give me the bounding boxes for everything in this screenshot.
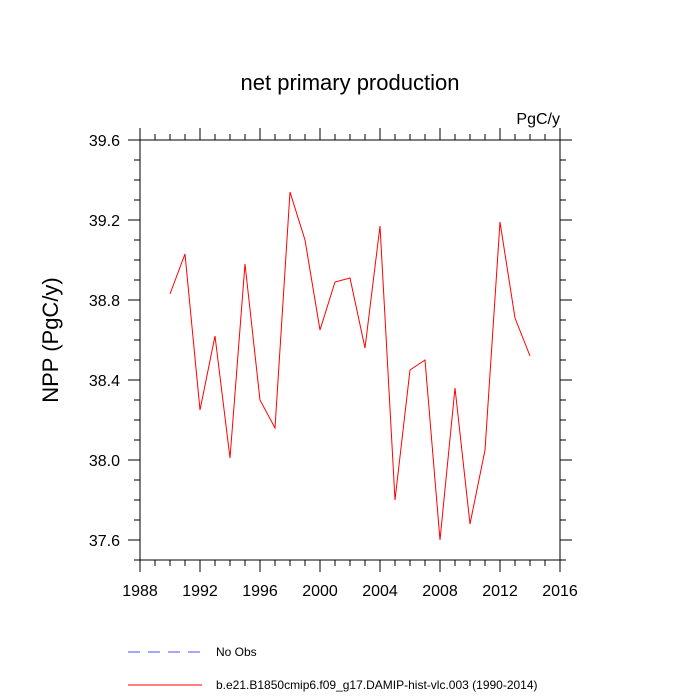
- x-tick-label: 2016: [542, 583, 578, 600]
- plot-frame: [139, 139, 561, 561]
- y-tick-label: 37.6: [89, 533, 120, 550]
- y-axis-label: NPP (PgC/y): [38, 277, 63, 403]
- y-tick-label: 38.8: [89, 293, 120, 310]
- legend-label-model-run: b.e21.B1850cmip6.f09_g17.DAMIP-hist-vlc.…: [216, 678, 538, 692]
- x-tick-label: 1992: [182, 583, 218, 600]
- chart-title: net primary production: [241, 70, 460, 95]
- units-label: PgC/y: [516, 111, 560, 128]
- x-tick-label: 2008: [422, 583, 458, 600]
- x-axis: 1988 1992 1996 2000 2004 2008 2012 2016: [122, 128, 578, 600]
- legend: No Obs b.e21.B1850cmip6.f09_g17.DAMIP-hi…: [128, 645, 538, 692]
- y-tick-label: 39.6: [89, 133, 120, 150]
- y-tick-label: 39.2: [89, 213, 120, 230]
- x-tick-label: 2004: [362, 583, 398, 600]
- legend-label-no-obs: No Obs: [216, 645, 257, 659]
- x-tick-label: 2012: [482, 583, 518, 600]
- series-line-0: [169, 191, 531, 541]
- y-tick-label: 38.4: [89, 373, 120, 390]
- y-axis: 37.6 38.0 38.4 38.8 39.2 39.6: [89, 133, 572, 561]
- x-tick-label: 1996: [242, 583, 278, 600]
- plot-area: [169, 191, 531, 541]
- y-tick-label: 38.0: [89, 453, 120, 470]
- x-tick-label: 2000: [302, 583, 338, 600]
- x-tick-label: 1988: [122, 583, 158, 600]
